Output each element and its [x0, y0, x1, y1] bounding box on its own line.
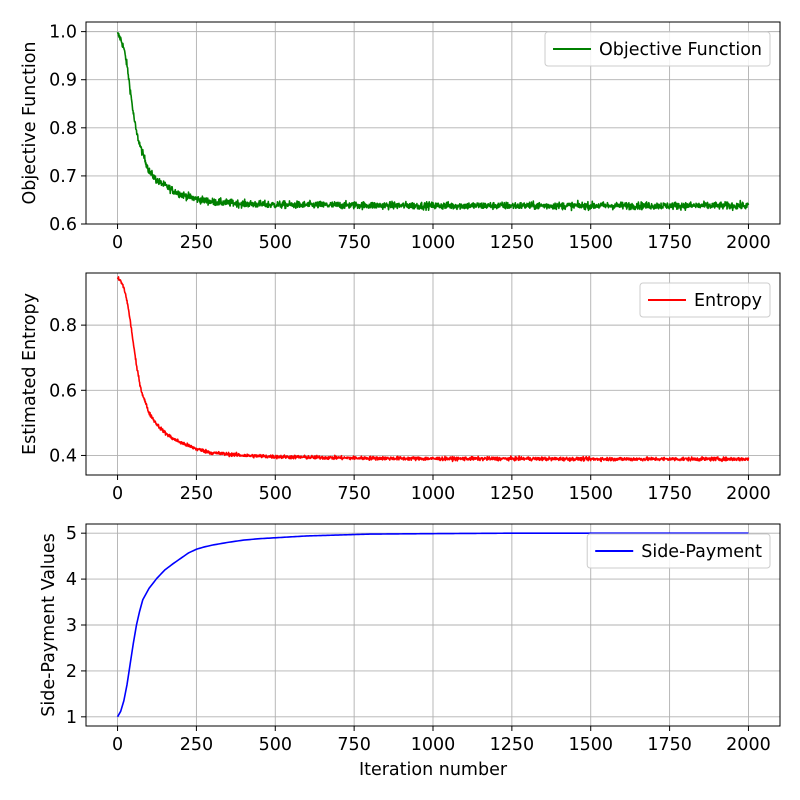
x-tick-label: 750 — [337, 735, 370, 755]
legend-label: Objective Function — [599, 40, 762, 60]
x-tick-label: 0 — [112, 484, 123, 504]
x-tick-label: 1000 — [411, 233, 456, 253]
x-tick-label: 250 — [180, 484, 213, 504]
chart-panel-2: 0 250 500 750 1000 1250 1500 1750 2000 0.4 0.6 0.8 E… — [20, 272, 781, 504]
y-tick-label: 0.8 — [49, 316, 77, 336]
legend: Side-Payment — [586, 533, 771, 569]
x-tick-label: 500 — [259, 735, 292, 755]
x-tick-label: 1250 — [490, 233, 535, 253]
y-tick-label: 0.6 — [49, 215, 77, 235]
x-axis-label: Iteration number — [359, 760, 508, 780]
x-tick-label: 1750 — [647, 484, 692, 504]
x-tick-label: 500 — [259, 484, 292, 504]
x-tick-label: 250 — [180, 233, 213, 253]
y-axis-label: Objective Function — [20, 42, 40, 205]
y-tick-label: 1.0 — [49, 23, 77, 43]
legend-box — [544, 31, 771, 67]
y-tick-label: 0.7 — [49, 167, 77, 187]
x-tick-label: 1250 — [490, 735, 535, 755]
x-tick-label: 0 — [112, 233, 123, 253]
x-tick-label: 1500 — [568, 735, 613, 755]
legend: Entropy — [639, 282, 771, 318]
x-tick-label: 750 — [337, 233, 370, 253]
legend-box — [586, 533, 771, 569]
legend-label: Entropy — [694, 291, 762, 311]
y-tick-label: 2 — [66, 662, 77, 682]
x-tick-label: 2000 — [726, 735, 771, 755]
x-tick-label: 1000 — [411, 484, 456, 504]
y-tick-label: 0.8 — [49, 119, 77, 139]
x-tick-label: 2000 — [726, 233, 771, 253]
y-tick-label: 0.6 — [49, 381, 77, 401]
y-axis-label: Side-Payment Values — [39, 533, 59, 717]
y-tick-label: 4 — [66, 570, 77, 590]
legend-box — [639, 282, 771, 318]
x-tick-label: 500 — [259, 233, 292, 253]
chart-panel-3: 0 250 500 750 1000 1250 1500 1750 2000 1 2 3 4 5 Side-… — [39, 523, 781, 780]
y-axis-label: Estimated Entropy — [20, 293, 40, 455]
series-line-entropy — [116, 276, 750, 463]
x-tick-label: 1500 — [568, 484, 613, 504]
y-tick-label: 3 — [66, 616, 77, 636]
x-tick-label: 0 — [112, 735, 123, 755]
series-line-side-payment — [116, 532, 749, 718]
chart-panel-1: 0 250 500 750 1000 1250 1500 1750 2000 0.6 0.7 0.8 0… — [20, 21, 781, 253]
legend: Objective Function — [544, 31, 771, 67]
legend-label: Side-Payment — [641, 542, 762, 562]
y-tick-label: 1 — [66, 708, 77, 728]
x-tick-label: 1500 — [568, 233, 613, 253]
x-tick-label: 2000 — [726, 484, 771, 504]
x-tick-label: 1750 — [647, 735, 692, 755]
series-line-objective-function — [116, 31, 750, 212]
x-tick-label: 1750 — [647, 233, 692, 253]
y-tick-label: 0.9 — [49, 71, 77, 91]
y-tick-label: 0.4 — [49, 446, 77, 466]
x-tick-label: 1000 — [411, 735, 456, 755]
x-tick-label: 250 — [180, 735, 213, 755]
x-tick-label: 750 — [337, 484, 370, 504]
x-tick-label: 1250 — [490, 484, 535, 504]
y-tick-label: 5 — [66, 524, 77, 544]
